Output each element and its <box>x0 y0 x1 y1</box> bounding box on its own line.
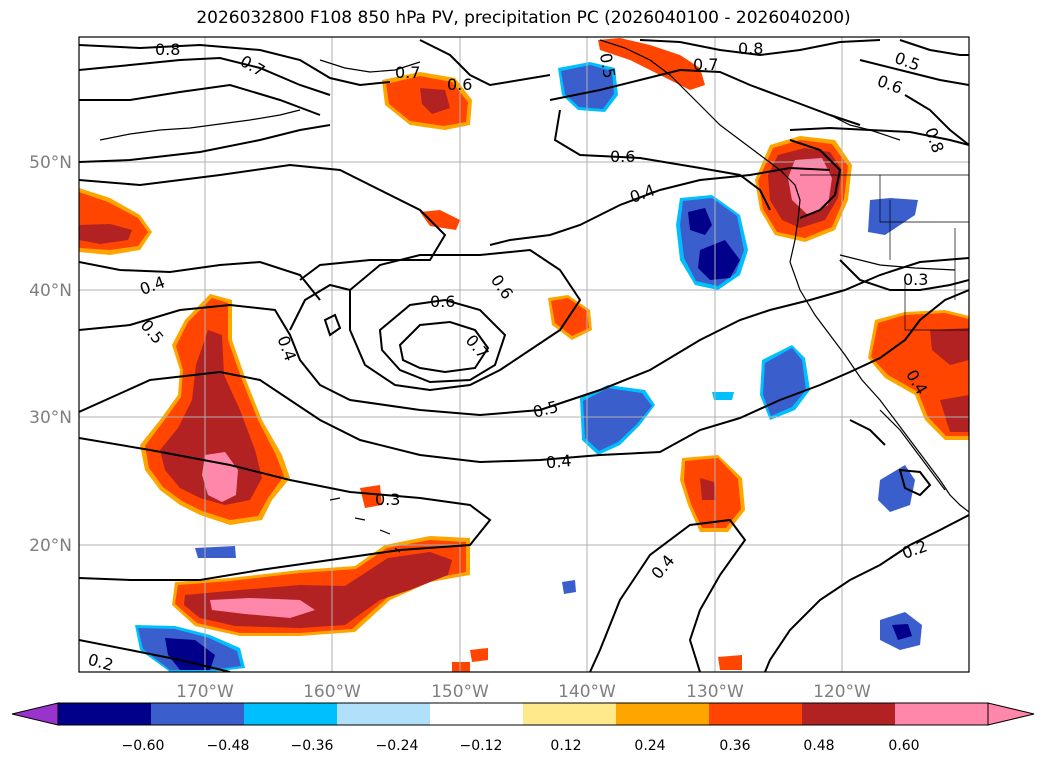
contour-label: 0.6 <box>447 75 472 94</box>
lon-label-140w: 140°W <box>558 682 616 702</box>
precip-negative-shading <box>135 62 922 672</box>
lon-label-170w: 170°W <box>176 682 234 702</box>
graticule <box>79 37 969 672</box>
colorbar-tick-label: 0.24 <box>634 738 665 754</box>
colorbar-box <box>244 703 337 725</box>
lat-label-20n: 20°N <box>29 536 72 556</box>
contour-label: 0.3 <box>903 270 928 289</box>
contour-label: 0.8 <box>155 40 180 59</box>
contour-label: 0.3 <box>375 490 400 509</box>
lon-label-130w: 130°W <box>686 682 744 702</box>
contour-label: 0.8 <box>738 39 763 58</box>
colorbar-tick-label: −0.60 <box>122 738 165 754</box>
colorbar-box <box>337 703 430 725</box>
map-frame <box>78 36 970 673</box>
borders <box>800 174 969 331</box>
longitude-labels: 170°W 160°W 150°W 140°W 130°W 120°W <box>176 682 871 702</box>
colorbar-tick-label: 0.36 <box>719 738 750 754</box>
lon-label-150w: 150°W <box>431 682 489 702</box>
lon-label-160w: 160°W <box>303 682 361 702</box>
colorbar-box <box>151 703 244 725</box>
colorbar-border <box>57 702 989 726</box>
colorbar-extend-high <box>987 702 1035 726</box>
lat-label-40n: 40°N <box>29 281 72 301</box>
colorbar-tick-label: −0.48 <box>207 738 250 754</box>
colorbar-tick-label: 0.12 <box>550 738 581 754</box>
colorbar-ticks: −0.60 −0.48 −0.36 −0.24 −0.12 0.12 0.24 … <box>122 738 920 754</box>
lat-label-50n: 50°N <box>29 153 72 173</box>
colorbar-tick-label: −0.12 <box>460 738 503 754</box>
contour-label: 0.6 <box>610 147 635 166</box>
contour-label: 0.7 <box>395 63 420 82</box>
colorbar-tick-label: 0.48 <box>803 738 834 754</box>
contour-label: 0.4 <box>545 451 572 472</box>
latitude-labels: 50°N 40°N 30°N 20°N <box>29 153 72 556</box>
colorbar-extend-low <box>11 702 59 726</box>
lat-label-30n: 30°N <box>29 408 72 428</box>
colorbar-box <box>523 703 616 725</box>
contour-label: 0.7 <box>693 55 718 74</box>
colorbar-boxes <box>57 702 989 726</box>
precip-positive-shading <box>79 38 969 672</box>
map-title: 2026032800 F108 850 hPa PV, precipitatio… <box>196 8 851 28</box>
colorbar-tick-label: −0.24 <box>376 738 419 754</box>
colorbar-box <box>616 703 709 725</box>
lon-label-120w: 120°W <box>813 682 871 702</box>
colorbar-box <box>58 703 151 725</box>
contour-label: 0.5 <box>596 52 619 80</box>
colorbar-box <box>895 703 988 725</box>
colorbar-box <box>802 703 895 725</box>
colorbar: −0.60 −0.48 −0.36 −0.24 −0.12 0.12 0.24 … <box>11 702 1035 754</box>
colorbar-tick-label: 0.60 <box>888 738 919 754</box>
colorbar-box <box>709 703 802 725</box>
coastlines <box>99 39 969 553</box>
contour-label: 0.6 <box>430 292 455 311</box>
colorbar-tick-label: −0.36 <box>291 738 334 754</box>
pv-contours <box>79 39 969 672</box>
colorbar-box <box>430 703 523 725</box>
contour-label: 0.2 <box>86 650 116 675</box>
